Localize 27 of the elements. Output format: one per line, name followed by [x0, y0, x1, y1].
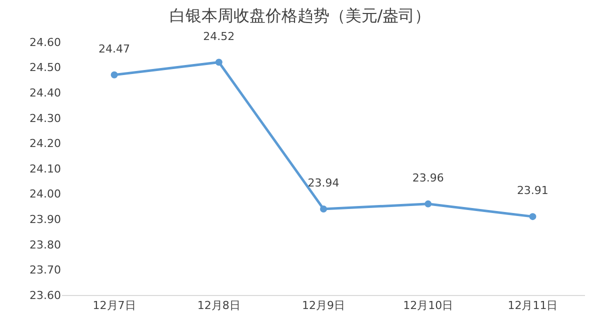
data-label: 23.91: [516, 184, 548, 198]
y-tick-label: 24.50: [30, 61, 61, 74]
y-tick-label: 23.60: [30, 288, 61, 302]
y-tick-label: 24.30: [30, 112, 61, 125]
chart-title: 白银本周收盘价格趋势（美元/盎司）: [169, 6, 431, 26]
x-tick-label: 12月9日: [302, 299, 345, 312]
y-tick-label: 24.00: [30, 188, 61, 201]
y-tick-label: 23.90: [30, 212, 61, 226]
point: [215, 58, 222, 66]
point: [110, 71, 118, 78]
data-label: 24.47: [98, 42, 130, 56]
data-label: 23.94: [308, 176, 340, 190]
x-tick-label: 12月8日: [197, 299, 240, 312]
point: [320, 205, 327, 212]
point: [529, 213, 536, 220]
point: [424, 200, 432, 208]
y-tick-label: 24.20: [30, 137, 61, 150]
x-tick-label: 12月7日: [92, 299, 136, 312]
x-tick-label: 12月11日: [508, 299, 558, 312]
data-label: 23.96: [412, 171, 444, 184]
y-tick-label: 23.70: [30, 264, 61, 277]
x-tick-label: 12月10日: [403, 299, 454, 312]
y-tick-label: 24.60: [30, 36, 61, 49]
y-tick-label: 24.40: [30, 86, 61, 100]
y-tick-label: 23.80: [30, 238, 61, 252]
y-tick-label: 24.10: [30, 162, 61, 176]
data-label: 24.52: [203, 30, 235, 43]
